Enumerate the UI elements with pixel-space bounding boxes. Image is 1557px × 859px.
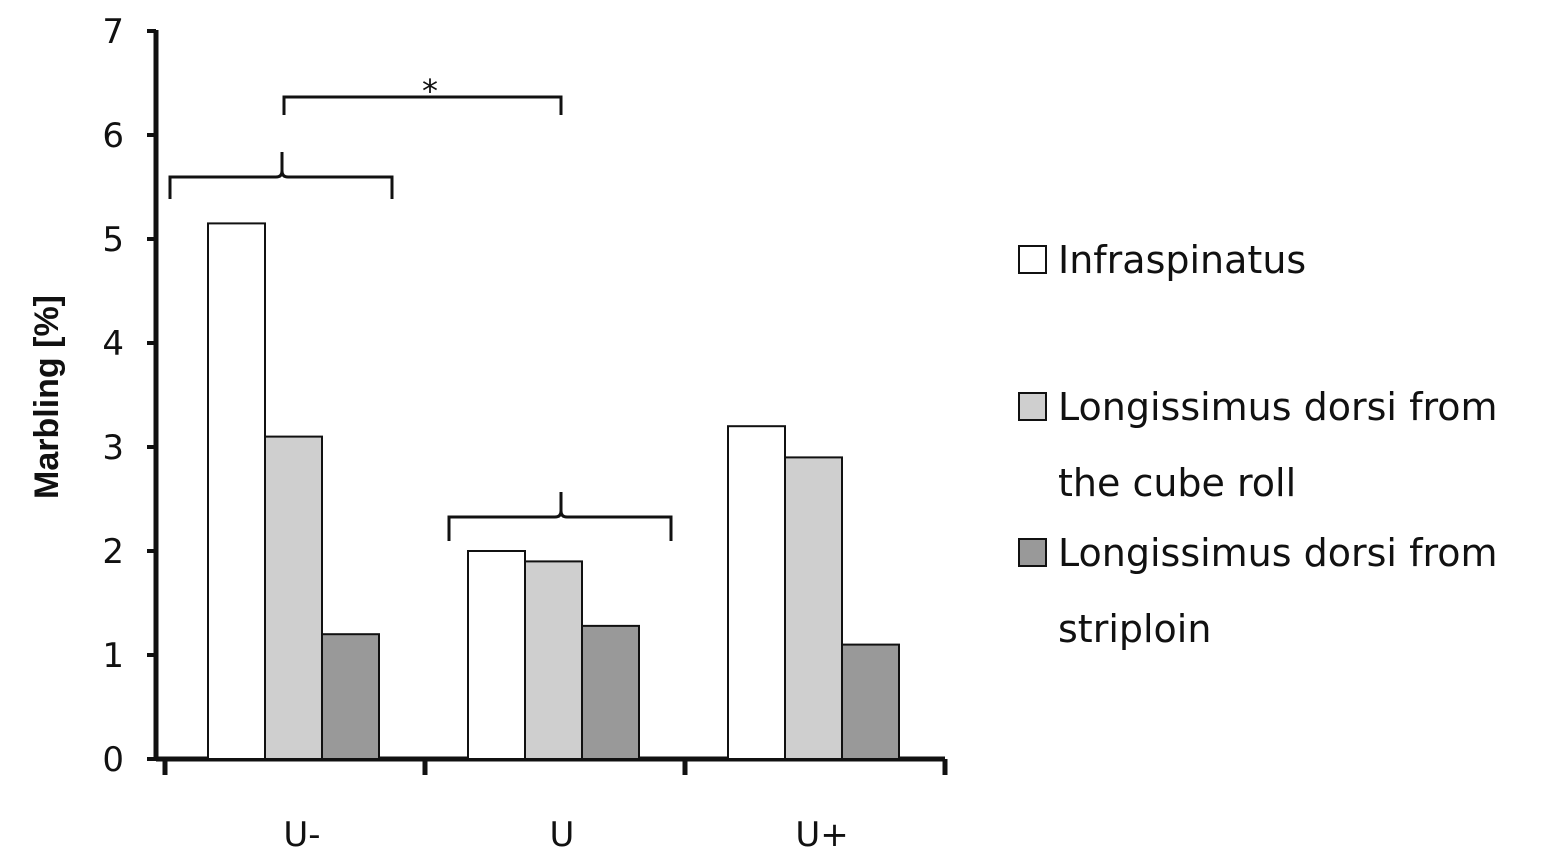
y-tick-label: 2 xyxy=(102,532,124,572)
bar-u-series-1 xyxy=(467,550,526,760)
bar-u-plus-series-3 xyxy=(841,643,900,760)
legend-label: Longissimus dorsi from xyxy=(1058,385,1498,429)
bar-u-series-2 xyxy=(524,560,583,761)
bar-u-plus-series-1 xyxy=(727,425,786,760)
category-label: U+ xyxy=(795,815,848,855)
bar-group xyxy=(207,222,900,761)
x-tick-group xyxy=(162,759,948,775)
y-tick-group: 0 1 2 3 4 5 6 7 xyxy=(102,12,156,780)
y-tick-label: 6 xyxy=(102,116,124,156)
legend-label: the cube roll xyxy=(1058,461,1296,505)
category-label-group: U- U U+ xyxy=(283,815,848,855)
legend: Infraspinatus Longissimus dorsi from the c… xyxy=(1018,238,1498,651)
y-axis-title: Marbling [%] xyxy=(28,295,66,499)
bar-u-series-3 xyxy=(581,624,640,760)
bracket-u xyxy=(447,492,673,541)
bracket-u-minus xyxy=(168,152,394,199)
y-tick-label: 1 xyxy=(102,636,124,676)
legend-swatch xyxy=(1018,245,1047,274)
y-tick-label: 4 xyxy=(102,324,124,364)
significance-asterisk: * xyxy=(422,72,438,110)
bar-u-plus-series-2 xyxy=(784,456,843,760)
x-axis xyxy=(156,756,948,775)
y-axis: 0 1 2 3 4 5 6 7 xyxy=(102,12,159,780)
legend-swatch xyxy=(1018,392,1047,421)
y-tick-label: 3 xyxy=(102,428,124,468)
category-label: U- xyxy=(283,815,320,855)
legend-label: striploin xyxy=(1058,607,1211,651)
bar-u-minus-series-3 xyxy=(321,633,380,761)
category-label: U xyxy=(550,815,575,855)
bar-u-minus-series-1 xyxy=(207,222,266,760)
legend-label: Longissimus dorsi from xyxy=(1058,531,1498,575)
significance-brackets xyxy=(168,95,673,541)
bracket-comparison xyxy=(282,95,563,115)
y-tick-label: 0 xyxy=(102,740,124,780)
legend-label: Infraspinatus xyxy=(1058,238,1306,282)
y-tick-label: 7 xyxy=(102,12,124,52)
legend-swatch xyxy=(1018,538,1047,567)
bar-u-minus-series-2 xyxy=(264,435,323,760)
y-tick-label: 5 xyxy=(102,220,124,260)
